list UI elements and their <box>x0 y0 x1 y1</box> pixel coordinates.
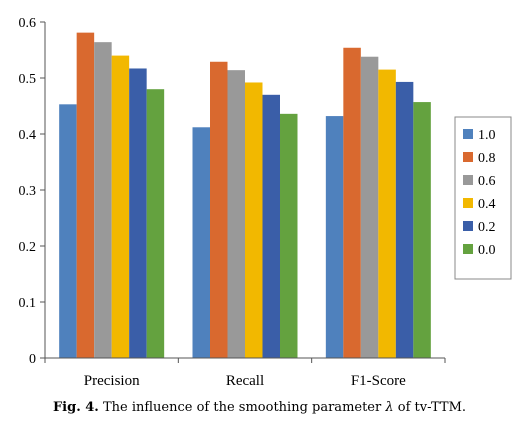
legend-swatch <box>463 152 473 162</box>
legend-label: 1.0 <box>478 128 496 143</box>
bar-recall-0-4 <box>245 82 263 358</box>
legend-swatch <box>463 244 473 254</box>
bar-f1-score-0-4 <box>378 69 396 358</box>
bar-f1-score-0-2 <box>395 81 414 359</box>
bar-f1-score-0-8 <box>343 47 361 358</box>
legend-label: 0.8 <box>478 151 496 166</box>
figure-label: Fig. 4. <box>52 400 99 415</box>
bar-recall-0-6 <box>227 70 245 358</box>
y-tick-label: 0.4 <box>19 128 37 143</box>
y-tick-label: 0.3 <box>19 184 37 199</box>
bar-f1-score-0-6 <box>360 56 379 358</box>
bar-precision-0-6 <box>94 42 112 358</box>
legend-swatch <box>463 129 473 139</box>
bar-recall-1-0 <box>192 127 210 358</box>
x-category-label: Recall <box>226 373 264 389</box>
legend-label: 0.2 <box>478 220 496 235</box>
y-tick-label: 0 <box>29 352 36 367</box>
bar-recall-0-0 <box>280 113 298 358</box>
bar-recall-0-2 <box>262 94 280 359</box>
y-tick-label: 0.6 <box>19 16 37 31</box>
bar-precision-0-0 <box>146 89 165 358</box>
plot-area <box>59 32 431 359</box>
y-tick-label: 0.1 <box>19 296 37 311</box>
lambda-symbol: λ <box>385 400 394 415</box>
figure-caption: Fig. 4. The influence of the smoothing p… <box>0 400 519 415</box>
legend: 1.0 0.8 0.6 0.4 0.2 0.0 <box>454 116 512 280</box>
bar-precision-0-4 <box>111 55 130 358</box>
legend-label: 0.0 <box>478 243 496 258</box>
x-category-label: Precision <box>84 373 140 389</box>
y-tick-label: 0.2 <box>19 240 37 255</box>
legend-label: 0.4 <box>478 197 496 212</box>
bar-precision-1-0 <box>59 104 77 358</box>
legend-swatch <box>463 221 473 231</box>
legend-swatch <box>463 198 473 208</box>
bar-f1-score-0-0 <box>413 102 431 358</box>
x-axis: Precision Recall F1-Score <box>44 357 446 389</box>
y-tick-label: 0.5 <box>19 72 37 87</box>
caption-text-after: of tv-TTM. <box>397 400 467 415</box>
caption-text-before: The influence of the smoothing parameter <box>102 400 382 415</box>
bar-precision-0-8 <box>76 32 95 358</box>
bar-chart: 0 0.1 0.2 0.3 0.4 0.5 0.6 Precision Recall F1-Sc… <box>19 16 512 389</box>
bar-recall-0-8 <box>210 61 228 358</box>
legend-swatch <box>463 175 473 185</box>
y-axis: 0 0.1 0.2 0.3 0.4 0.5 0.6 <box>19 16 46 367</box>
x-category-label: F1-Score <box>351 373 406 389</box>
legend-label: 0.6 <box>478 174 496 189</box>
bar-precision-0-2 <box>129 68 147 358</box>
bar-f1-score-1-0 <box>325 116 344 358</box>
